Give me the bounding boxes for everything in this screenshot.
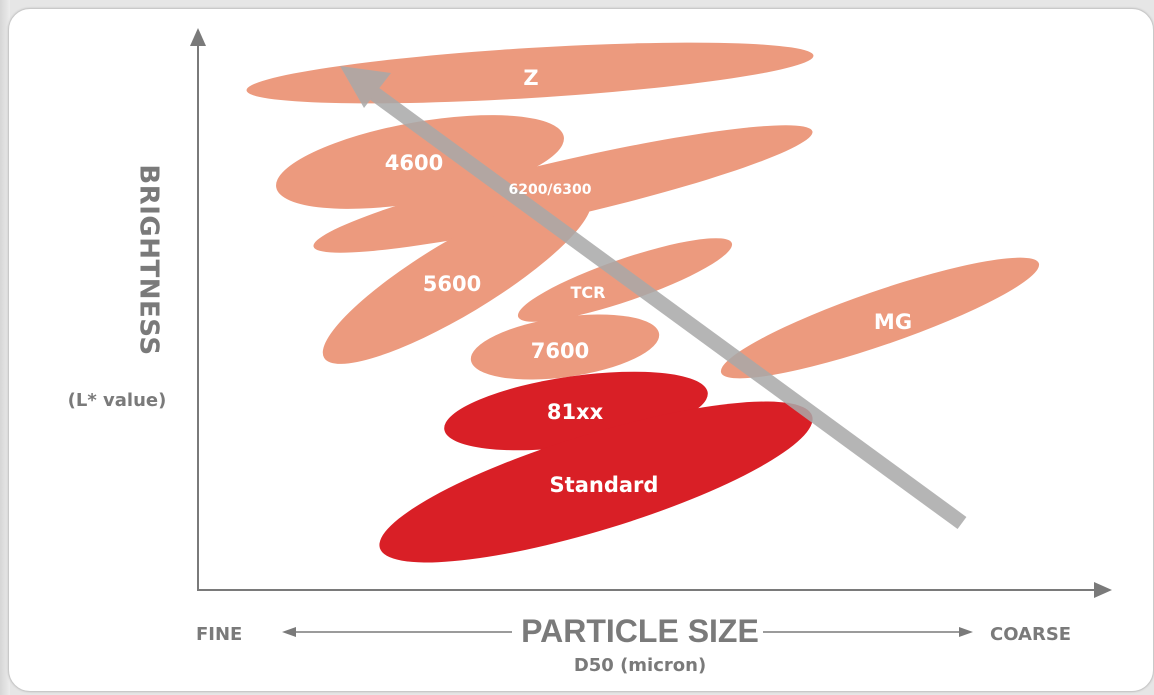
grade-ellipse-7600 (470, 314, 660, 380)
x-axis-fine-label: FINE (196, 624, 243, 645)
grade-label-7600: 7600 (531, 339, 589, 363)
trend-arrow-shaft (367, 85, 967, 530)
x-axis-unit: D50 (micron) (573, 655, 707, 676)
y-axis-title-box: BRIGHTNESS (119, 150, 179, 370)
x-axis-arrowhead (1094, 582, 1112, 598)
trend-arrow (340, 66, 967, 530)
grade-label-81xx: 81xx (547, 400, 604, 424)
grade-ellipse-6200-6300 (313, 125, 813, 253)
grade-label-standard: Standard (550, 473, 659, 497)
left-panel-edge (0, 0, 10, 695)
x-axis-title: PARTICLE SIZE (521, 613, 759, 649)
grade-ellipses (246, 42, 1040, 563)
grade-label-z: Z (523, 66, 538, 90)
fine-direction-arrowhead (282, 627, 296, 637)
y-axis-arrowhead (190, 28, 206, 46)
grade-label-5600: 5600 (423, 272, 481, 296)
coarse-direction-arrowhead (959, 627, 973, 637)
y-axis-title: BRIGHTNESS (134, 164, 164, 356)
grade-label-4600: 4600 (385, 151, 443, 175)
grade-ellipse-z (246, 42, 814, 104)
grade-ellipse-mg (720, 257, 1040, 379)
grade-label-6200-6300: 6200/6300 (508, 182, 591, 198)
x-axis-coarse-label: COARSE (990, 624, 1072, 645)
grade-label-mg: MG (874, 310, 912, 334)
grade-ellipse-standard (379, 401, 813, 563)
grade-labels: Z 4600 6200/6300 5600 TCR MG 7600 81xx S… (385, 66, 912, 497)
grade-label-tcr: TCR (571, 283, 606, 302)
y-axis-unit: (L* value) (67, 390, 167, 411)
trend-arrow-head (340, 66, 391, 108)
grade-ellipse-5600 (322, 192, 592, 364)
